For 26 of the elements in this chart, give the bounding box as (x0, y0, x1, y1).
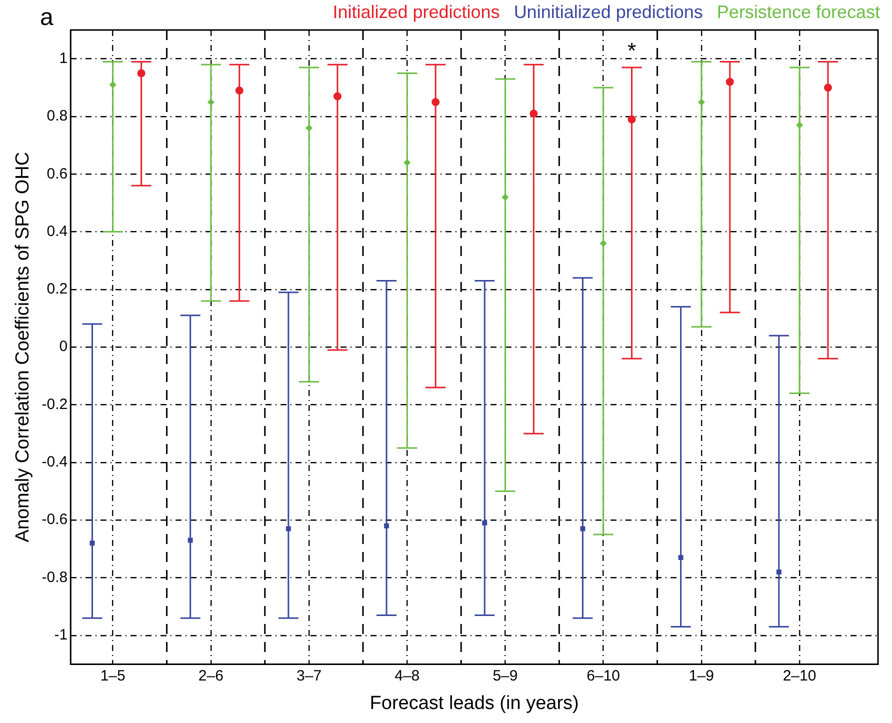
y-tick-label: 1 (59, 50, 68, 67)
text: a (40, 4, 54, 32)
x-tick-label: 4–8 (394, 667, 420, 684)
x-tick-label: 1–5 (100, 667, 126, 684)
x-axis-title: Forecast leads (in years) (370, 692, 579, 714)
y-tick-label: 0.8 (46, 108, 68, 125)
x-tick-label: 1–9 (688, 667, 714, 684)
y-tick-label: -0.8 (42, 568, 68, 586)
text: Uninitialized predictions (514, 2, 703, 22)
y-tick-label: -0.2 (42, 396, 68, 413)
y-tick-label: 0.2 (46, 280, 68, 298)
y-axis-title: Anomaly Correlation Coefficients of SPG OHC (12, 152, 34, 542)
x-tick-label: 5–9 (492, 667, 518, 684)
annotation: * (627, 38, 636, 64)
x-tick-label: 2–6 (198, 667, 224, 684)
x-tick-label: 6–10 (586, 667, 620, 684)
y-tick-label: 0.4 (46, 222, 68, 240)
y-tick-label: 0.6 (46, 165, 68, 182)
y-tick-label: -0.6 (42, 511, 68, 528)
y-tick-label: -0.4 (42, 454, 68, 471)
text: Initialized predictions (332, 2, 500, 22)
y-tick-label: -1 (54, 626, 68, 644)
x-tick-label: 2–10 (782, 667, 816, 684)
text: Persistence forecast (716, 2, 880, 22)
y-tick-label: 0 (59, 338, 68, 356)
x-tick-label: 3–7 (296, 667, 322, 684)
